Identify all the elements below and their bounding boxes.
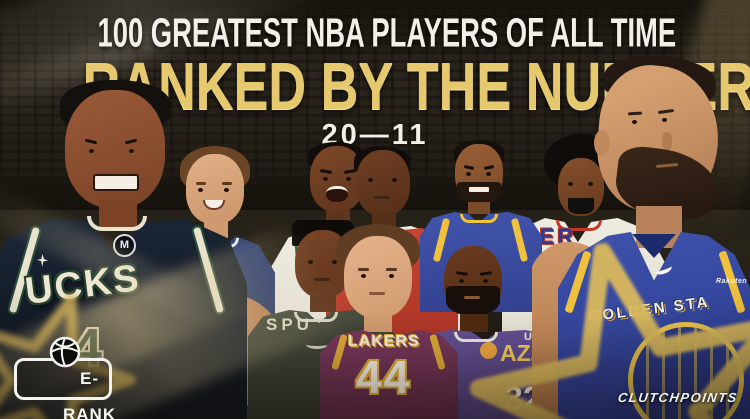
jersey-team-text: LAKERS (348, 333, 420, 350)
erank-label: E-RANK (63, 369, 117, 419)
face (356, 150, 410, 216)
snarling-mouth (467, 185, 491, 194)
erank-logo: E-RANK (14, 336, 115, 419)
jersey-number: 44 (356, 351, 412, 403)
jazz-note-ball-icon (480, 342, 497, 359)
clutchpoints-wordmark: CLUTCHPOINTS (617, 390, 740, 405)
player-stephen-curry: Rakuten GOLDEN STA (532, 56, 750, 419)
ear (594, 130, 610, 156)
sponsor-patch: Rakuten (716, 278, 748, 285)
snarling-mouth (93, 174, 139, 191)
